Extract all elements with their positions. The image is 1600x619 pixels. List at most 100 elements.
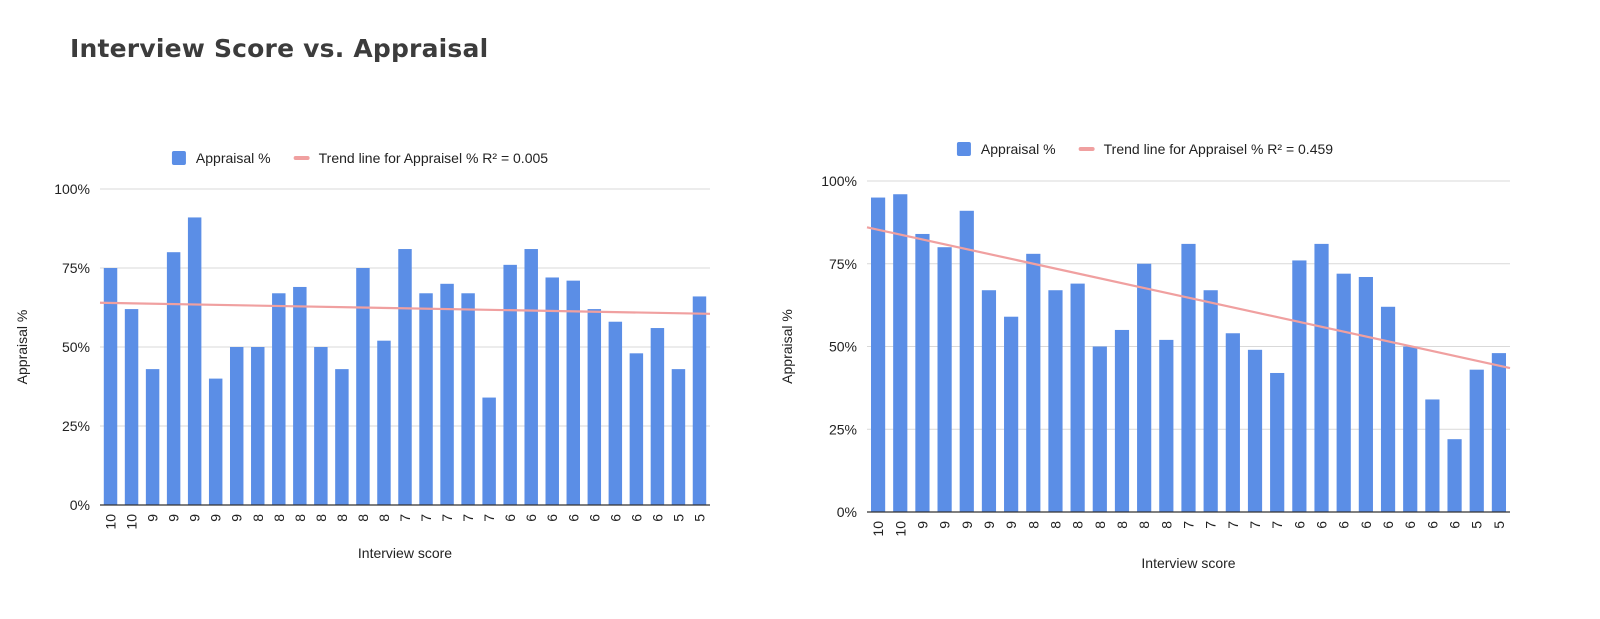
bar: [314, 347, 328, 505]
bar: [1314, 243, 1329, 512]
x-axis-title: Interview score: [1141, 555, 1235, 571]
x-tick-label: 8: [1158, 521, 1174, 529]
y-tick-label: 25%: [829, 421, 857, 437]
y-tick-label: 100%: [821, 173, 857, 189]
x-tick-label: 6: [523, 514, 539, 522]
bar: [1159, 339, 1174, 512]
y-tick-label: 75%: [829, 256, 857, 272]
y-tick-label: 75%: [62, 260, 90, 276]
x-tick-label: 6: [628, 514, 644, 522]
x-tick-label: 6: [502, 514, 518, 522]
y-axis-title: Appraisal %: [14, 310, 30, 385]
bar: [1026, 253, 1041, 512]
bar: [1403, 346, 1418, 512]
trend-line: [866, 226, 1511, 370]
legend-label-appraisal: Appraisal %: [981, 141, 1056, 157]
x-tick-label: 8: [376, 514, 392, 522]
bar: [1358, 276, 1373, 512]
x-tick-label: 10: [892, 521, 908, 537]
x-tick-label: 9: [1003, 521, 1019, 529]
bar: [1203, 290, 1218, 512]
bar: [1425, 399, 1440, 512]
x-tick-label: 8: [1025, 521, 1041, 529]
bar: [1137, 263, 1152, 512]
x-tick-label: 8: [313, 514, 329, 522]
trend-line: [99, 301, 711, 315]
bar: [1181, 243, 1196, 512]
x-tick-label: 7: [1203, 521, 1219, 529]
bar: [650, 328, 665, 505]
x-tick-label: 5: [1469, 521, 1485, 529]
bar: [629, 353, 644, 505]
bar: [208, 378, 223, 505]
x-tick-label: 7: [460, 514, 476, 522]
x-tick-label: 10: [124, 514, 140, 530]
x-tick-label: 6: [1380, 521, 1396, 529]
bar: [1380, 306, 1396, 512]
x-tick-label: 8: [355, 514, 371, 522]
x-tick-label: 6: [1424, 521, 1440, 529]
bar: [482, 397, 496, 505]
x-tick-label: 6: [1336, 521, 1352, 529]
x-tick-label: 6: [586, 514, 602, 522]
x-tick-label: 10: [103, 514, 119, 530]
x-tick-label: 7: [439, 514, 455, 522]
bar: [145, 369, 160, 505]
bar: [187, 217, 202, 505]
bar: [1270, 372, 1285, 512]
y-tick-label: 0%: [837, 504, 857, 520]
bar: [461, 293, 475, 505]
bar: [377, 340, 391, 505]
x-tick-label: 8: [1070, 521, 1086, 529]
bar: [870, 197, 886, 513]
y-tick-label: 50%: [62, 339, 90, 355]
x-tick-label: 6: [1447, 521, 1463, 529]
bar: [356, 268, 370, 505]
x-tick-label: 6: [1291, 521, 1307, 529]
y-axis-title: Appraisal %: [779, 309, 795, 384]
bar: [1491, 353, 1507, 512]
x-tick-label: 7: [1247, 521, 1263, 529]
x-tick-label: 9: [208, 514, 224, 522]
legend-label-trend: Trend line for Appraisel % R² = 0.459: [1104, 141, 1334, 157]
page-title: Interview Score vs. Appraisal: [70, 34, 489, 63]
bar: [251, 347, 265, 505]
bar: [566, 280, 580, 505]
legend: Appraisal % Trend line for Appraisel % R²…: [956, 141, 1334, 157]
y-tick-label: 50%: [829, 339, 857, 355]
x-tick-label: 6: [565, 514, 581, 522]
x-tick-label: 6: [544, 514, 560, 522]
x-tick-label: 10: [870, 521, 886, 537]
y-tick-label: 0%: [70, 497, 90, 513]
chart-right: 0%25%50%75%100%10 10 9 9 9 9 9 8 8 8 8 8 8 8 7 7 7 7 7 6 6 6 6…: [779, 141, 1511, 571]
bar: [1004, 316, 1019, 512]
legend-swatch-bar: [956, 142, 971, 156]
x-tick-label: 8: [250, 514, 266, 522]
x-tick-label: 7: [1225, 521, 1241, 529]
x-tick-label: 9: [229, 514, 245, 522]
x-tick-label: 9: [145, 514, 161, 522]
x-tick-label: 9: [914, 521, 930, 529]
bar: [893, 194, 908, 513]
bar: [937, 247, 952, 512]
bar: [959, 210, 974, 513]
y-tick-label: 25%: [62, 418, 90, 434]
legend-label-appraisal: Appraisal %: [196, 150, 271, 166]
legend-label-trend: Trend line for Appraisel % R² = 0.005: [319, 150, 549, 166]
bar: [545, 277, 559, 505]
x-tick-label: 7: [1181, 521, 1197, 529]
bar: [1447, 439, 1462, 512]
bar: [229, 347, 244, 505]
bar: [1292, 260, 1307, 512]
bar: [124, 309, 139, 505]
bar: [419, 293, 433, 505]
bar: [671, 369, 686, 505]
bar: [692, 296, 707, 505]
x-tick-label: 8: [1114, 521, 1130, 529]
x-tick-label: 7: [481, 514, 497, 522]
x-tick-label: 6: [1314, 521, 1330, 529]
bar: [1070, 283, 1085, 512]
x-tick-label: 6: [1402, 521, 1418, 529]
x-tick-label: 8: [334, 514, 350, 522]
x-tick-label: 7: [397, 514, 413, 522]
